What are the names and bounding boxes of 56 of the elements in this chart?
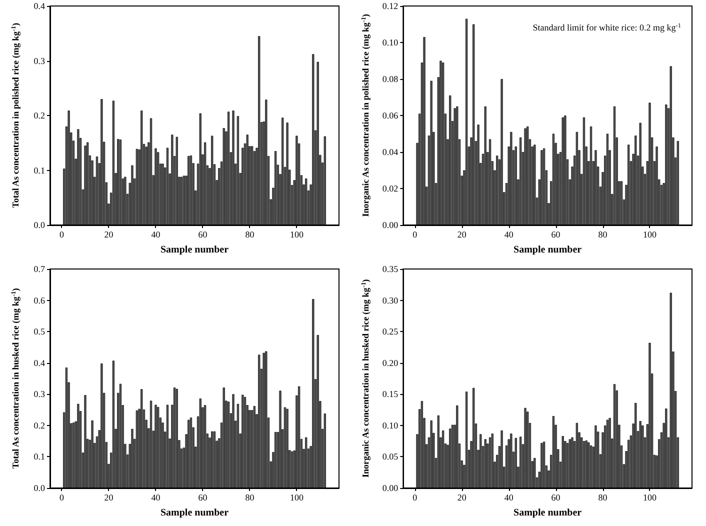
y-tick-label: 0.3 [34,389,46,400]
y-tick-label: 0.35 [382,264,399,274]
x-tick-label: 0 [412,230,418,240]
x-axis-title: Sample number [160,508,230,518]
x-tick-label: 60 [198,230,208,240]
x-tick-label: 100 [290,492,304,502]
x-tick-label: 80 [245,492,255,502]
x-tick-label: 60 [551,492,561,502]
x-tick-label: 0 [60,230,64,240]
x-tick-label: 40 [151,492,161,502]
x-tick-label: 100 [290,230,304,240]
x-tick-label: 40 [151,230,161,240]
x-axis-title: Sample number [514,244,582,256]
x-tick-label: 0 [60,492,64,502]
y-tick-label: 0.2 [34,420,45,430]
y-tick-label: 0.12 [382,1,398,11]
y-tick-label: 0.5 [34,326,46,337]
y-tick-label: 0.00 [382,483,399,493]
y-tick-label: 0.3 [34,56,46,66]
y-tick-label: 0.05 [382,452,399,462]
x-tick-label: 80 [245,230,255,240]
y-tick-label: 0.10 [382,38,399,48]
y-tick-label: 0.08 [382,74,399,84]
y-tick-label: 0.0 [34,220,46,230]
x-tick-label: 60 [551,230,561,240]
x-tick-label: 20 [457,492,467,502]
y-tick-label: 0.7 [34,264,46,274]
y-tick-label: 0.2 [34,110,45,120]
y-tick-label: 0.06 [382,110,399,120]
x-tick-label: 20 [104,230,114,240]
x-axis-title: Sample number [514,508,582,518]
x-tick-label: 100 [642,230,657,240]
x-tick-label: 0 [412,492,418,502]
y-tick-label: 0.02 [382,184,398,194]
x-tick-label: 80 [598,230,608,240]
x-tick-label: 40 [504,492,514,502]
y-tick-label: 0.4 [34,358,46,368]
x-tick-label: 20 [104,492,114,502]
y-tick-label: 0.15 [382,389,399,400]
x-tick-label: 40 [504,230,514,240]
y-tick-label: 0.4 [34,1,46,11]
x-tick-label: 60 [198,492,208,502]
y-tick-label: 0.04 [382,147,399,157]
x-tick-label: 80 [598,492,608,502]
x-axis-title: Sample number [160,244,230,256]
y-tick-label: 0.0 [34,483,46,493]
y-tick-label: 0.6 [34,295,46,306]
y-tick-label: 0.1 [34,165,45,176]
y-tick-label: 0.25 [382,326,399,337]
x-tick-label: 20 [457,230,467,240]
y-tick-label: 0.30 [382,295,399,306]
y-tick-label: 0.10 [382,420,399,430]
y-tick-label: 0.1 [34,452,45,462]
y-tick-label: 0.00 [382,220,399,230]
x-tick-label: 100 [642,492,657,502]
y-tick-label: 0.20 [382,358,399,368]
